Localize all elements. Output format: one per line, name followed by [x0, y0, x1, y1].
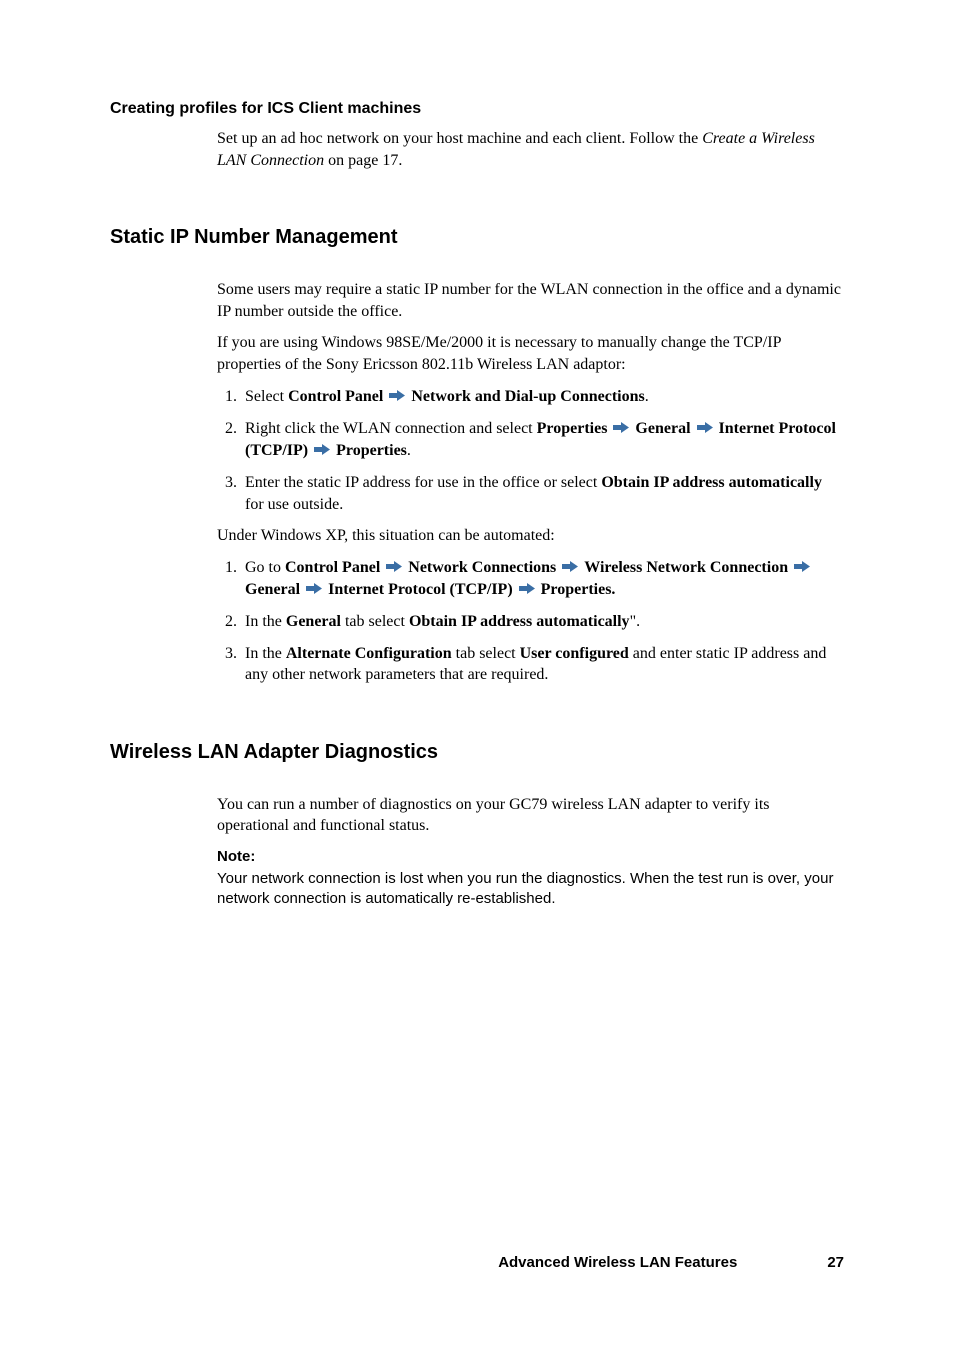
heading-static-ip: Static IP Number Management	[110, 226, 844, 249]
arrow-icon	[386, 557, 402, 579]
section3-body: You can run a number of diagnostics on y…	[217, 794, 844, 910]
list-item: Go to Control Panel Network Connections …	[241, 557, 844, 601]
bold-text: General	[286, 613, 341, 630]
bold-text: Control Panel	[288, 388, 383, 405]
text: on page 17.	[324, 152, 402, 169]
text: for use outside.	[245, 496, 343, 513]
note-text: Your network connection is lost when you…	[217, 869, 844, 910]
page-footer: Advanced Wireless LAN Features 27	[0, 1254, 954, 1271]
text: Set up an ad hoc network on your host ma…	[217, 130, 702, 147]
arrow-icon	[613, 418, 629, 440]
text: tab select	[341, 613, 409, 630]
section3-p1: You can run a number of diagnostics on y…	[217, 794, 844, 837]
arrow-icon	[794, 557, 810, 579]
bold-text: General	[245, 581, 300, 598]
list-item: Enter the static IP address for use in t…	[241, 472, 844, 515]
arrow-icon	[697, 418, 713, 440]
text: Select	[245, 388, 288, 405]
text: .	[645, 388, 649, 405]
text: ".	[630, 613, 641, 630]
section2-p3: Under Windows XP, this situation can be …	[217, 525, 844, 547]
list-item: In the Alternate Configuration tab selec…	[241, 643, 844, 686]
section2-p2: If you are using Windows 98SE/Me/2000 it…	[217, 332, 844, 375]
bold-text: General	[635, 420, 690, 437]
text: tab select	[452, 645, 520, 662]
section2-list2: Go to Control Panel Network Connections …	[217, 557, 844, 686]
bold-text: Internet Protocol (TCP/IP)	[328, 581, 513, 598]
text: In the	[245, 645, 286, 662]
heading-diagnostics: Wireless LAN Adapter Diagnostics	[110, 741, 844, 764]
footer-page-number: 27	[827, 1254, 844, 1271]
text: In the	[245, 613, 286, 630]
section2-list1: Select Control Panel Network and Dial-up…	[217, 386, 844, 516]
section2-p1: Some users may require a static IP numbe…	[217, 279, 844, 322]
arrow-icon	[314, 440, 330, 462]
bold-text: Network Connections	[408, 559, 556, 576]
bold-text: User configured	[520, 645, 629, 662]
list-item: Right click the WLAN connection and sele…	[241, 418, 844, 462]
section1-paragraph: Set up an ad hoc network on your host ma…	[217, 128, 844, 171]
bold-text: Properties.	[541, 581, 616, 598]
section2-body: Some users may require a static IP numbe…	[217, 279, 844, 686]
bold-text: Properties	[336, 442, 407, 459]
arrow-icon	[519, 579, 535, 601]
bold-text: Obtain IP address automatically	[601, 474, 822, 491]
arrow-icon	[389, 386, 405, 408]
text: .	[407, 442, 411, 459]
footer-title: Advanced Wireless LAN Features	[498, 1254, 737, 1271]
bold-text: Obtain IP address automatically	[409, 613, 630, 630]
bold-text: Properties	[537, 420, 608, 437]
text: Right click the WLAN connection and sele…	[245, 420, 537, 437]
arrow-icon	[562, 557, 578, 579]
page: Creating profiles for ICS Client machine…	[0, 0, 954, 1351]
bold-text: Alternate Configuration	[286, 645, 452, 662]
heading-ics-profiles: Creating profiles for ICS Client machine…	[110, 100, 844, 118]
section1-body: Set up an ad hoc network on your host ma…	[217, 128, 844, 171]
list-item: Select Control Panel Network and Dial-up…	[241, 386, 844, 408]
bold-text: Control Panel	[285, 559, 380, 576]
bold-text: Wireless Network Connection	[584, 559, 788, 576]
note-label: Note:	[217, 847, 844, 867]
text: Enter the static IP address for use in t…	[245, 474, 601, 491]
list-item: In the General tab select Obtain IP addr…	[241, 611, 844, 633]
arrow-icon	[306, 579, 322, 601]
text: Go to	[245, 559, 285, 576]
bold-text: Network and Dial-up Connections	[411, 388, 644, 405]
